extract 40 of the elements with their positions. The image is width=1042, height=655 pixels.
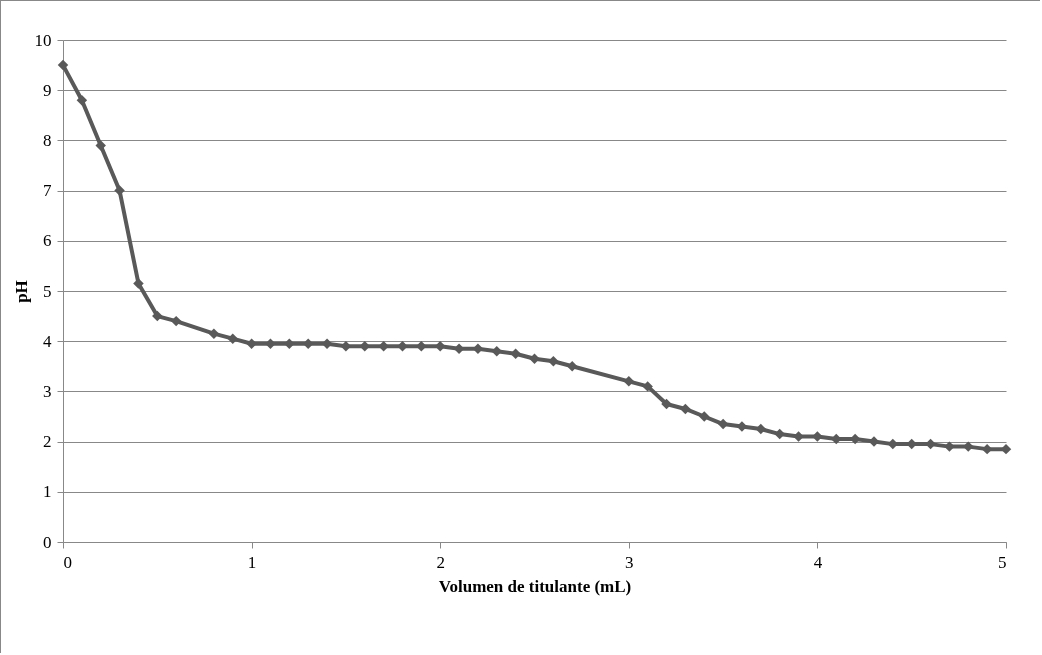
point [642,381,653,392]
y-tick-label: 4 [43,331,52,351]
point [114,185,125,196]
y-tick-label: 3 [43,381,52,401]
point [133,278,144,289]
point [661,398,672,410]
y-tick-label: 2 [43,432,52,452]
y-tick-label: 5 [43,281,52,301]
point [227,333,238,344]
point [510,348,521,359]
point [963,441,974,452]
x-tick-label: 0 [63,552,72,572]
x-tick-label: 5 [998,552,1007,572]
point [680,403,691,415]
point [208,328,220,339]
point [76,95,88,106]
x-tick-label: 3 [625,552,634,572]
y-tick-label: 1 [43,482,52,502]
point [755,423,767,435]
point [529,353,540,365]
y-tick-label: 7 [43,181,52,201]
x-axis-title: Volumen de titulante (mL) [438,576,632,596]
y-tick-label: 8 [43,130,52,150]
point [170,315,182,327]
x-tick-label: 4 [813,552,823,572]
y-axis-title: pH [11,280,31,303]
y-tick-label: 9 [43,80,52,100]
point [623,376,635,387]
x-tick-label: 2 [436,552,445,572]
point [774,428,785,440]
point [699,411,710,422]
y-tick-label: 0 [43,532,52,552]
x-tick-label: 1 [247,552,257,572]
y-tick-label: 6 [43,231,52,251]
point [548,356,559,367]
point [57,59,69,71]
point [95,140,106,151]
y-tick-label: 10 [34,30,52,50]
point [246,338,257,349]
point [152,310,163,322]
